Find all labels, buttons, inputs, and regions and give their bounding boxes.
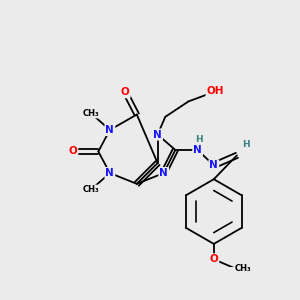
Text: N: N: [193, 145, 202, 155]
Text: CH₃: CH₃: [82, 185, 99, 194]
Text: CH₃: CH₃: [235, 264, 251, 273]
Text: N: N: [159, 168, 168, 178]
Text: O: O: [68, 146, 77, 157]
Text: N: N: [106, 168, 114, 178]
Text: N: N: [106, 125, 114, 135]
Text: H: H: [195, 135, 203, 144]
Text: H: H: [242, 140, 250, 149]
Text: O: O: [209, 254, 218, 264]
Text: OH: OH: [207, 86, 224, 96]
Text: N: N: [209, 160, 218, 170]
Text: CH₃: CH₃: [82, 109, 99, 118]
Text: O: O: [121, 87, 130, 97]
Text: N: N: [153, 130, 162, 140]
